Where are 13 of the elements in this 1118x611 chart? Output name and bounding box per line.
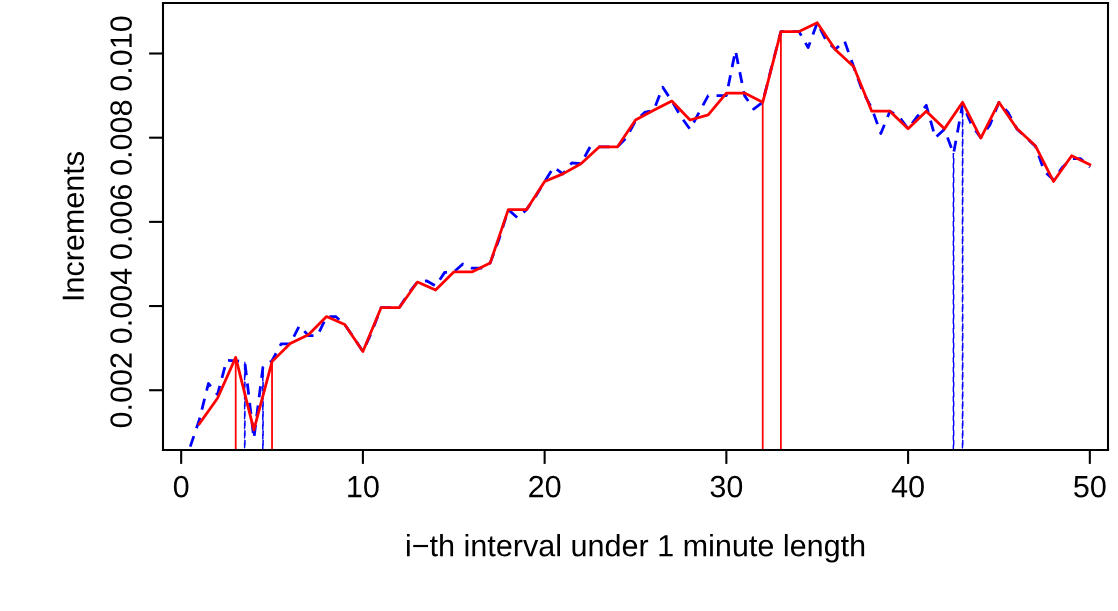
y-tick-label: 0.002 [110, 353, 132, 428]
x-tick-label: 10 [348, 475, 379, 498]
x-tick-label: 40 [891, 475, 924, 498]
y-tick-label: 0.008 [110, 100, 132, 175]
x-axis-title: i−th interval under 1 minute length [406, 534, 865, 563]
x-tick-label: 30 [710, 475, 743, 498]
y-tick-label: 0.010 [110, 16, 132, 91]
y-axis-title: Increments [62, 152, 85, 300]
y-tick-label: 0.006 [110, 184, 132, 259]
x-tick-label: 50 [1074, 475, 1106, 498]
x-tick-label: 20 [529, 475, 561, 498]
x-tick-label: 0 [173, 475, 189, 498]
y-tick-label: 0.004 [110, 268, 132, 344]
